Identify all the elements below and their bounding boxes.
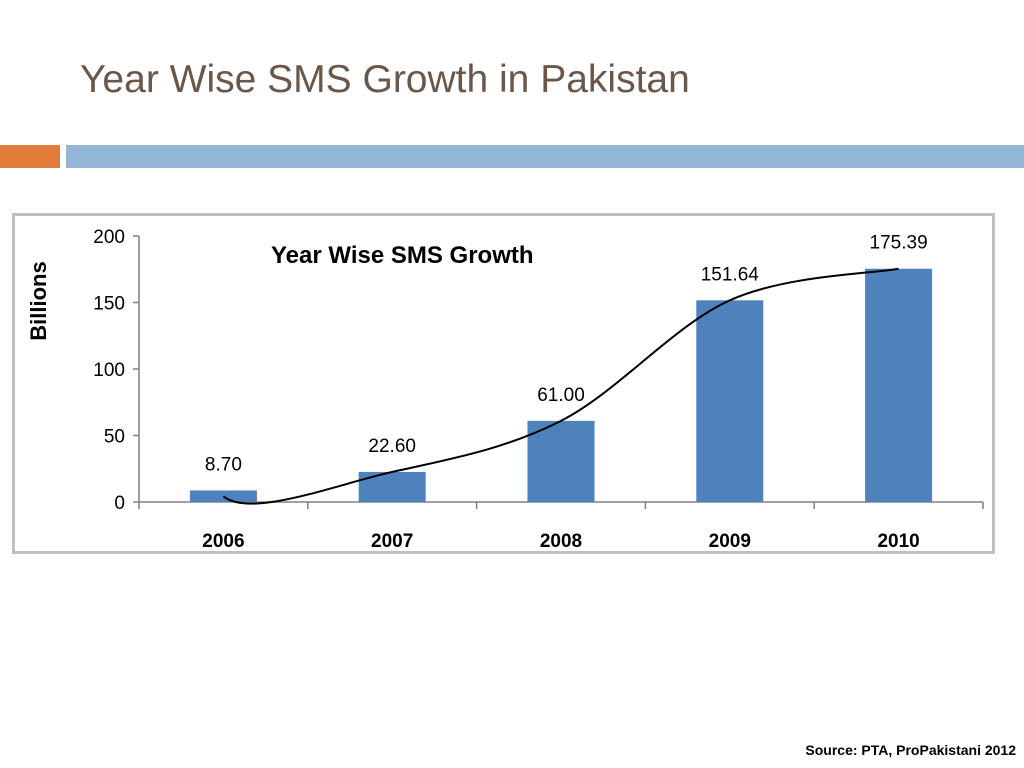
x-tick-label: 2008 <box>540 531 582 551</box>
x-tick-label: 2006 <box>202 531 244 551</box>
y-axis-label: Billions <box>26 261 51 340</box>
y-tick-label: 150 <box>93 294 125 315</box>
bar-2010 <box>865 268 933 502</box>
data-label: 175.39 <box>870 233 928 254</box>
bar-2007 <box>358 471 426 502</box>
bar-2006 <box>189 490 257 502</box>
x-tick-label: 2007 <box>371 531 413 551</box>
source-note: Source: PTA, ProPakistani 2012 <box>805 742 1016 758</box>
title-accent-bar <box>0 145 60 168</box>
slide-title: Year Wise SMS Growth in Pakistan <box>80 58 690 101</box>
chart-title: Year Wise SMS Growth <box>271 242 534 269</box>
data-label: 8.70 <box>205 454 242 475</box>
data-label: 151.64 <box>701 264 760 285</box>
y-tick-label: 100 <box>93 360 125 381</box>
title-rule <box>66 145 1024 168</box>
chart-frame: Billions Year Wise SMS Growth 0 50 100 150 2… <box>12 213 995 554</box>
y-tick-label: 0 <box>114 493 125 514</box>
data-label: 22.60 <box>368 436 416 457</box>
data-label: 61.00 <box>537 385 585 406</box>
bar-2009 <box>696 300 764 502</box>
x-tick-label: 2010 <box>877 531 919 551</box>
trend-line <box>222 267 899 505</box>
y-tick-label: 200 <box>93 227 125 248</box>
sms-growth-chart: Billions Year Wise SMS Growth 0 50 100 150 2… <box>26 227 984 551</box>
x-tick-label: 2009 <box>709 531 751 551</box>
bar-2008 <box>527 420 595 502</box>
y-tick-label: 50 <box>104 427 125 448</box>
